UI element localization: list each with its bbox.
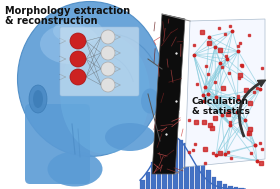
Bar	[201, 163, 205, 189]
Circle shape	[70, 33, 86, 49]
Circle shape	[101, 62, 115, 76]
Bar	[168, 141, 172, 189]
FancyArrowPatch shape	[239, 80, 265, 137]
Ellipse shape	[33, 90, 43, 108]
Ellipse shape	[40, 24, 100, 64]
Bar	[223, 184, 227, 189]
Circle shape	[70, 69, 86, 85]
Circle shape	[70, 51, 86, 67]
Bar	[140, 180, 144, 189]
Bar	[228, 186, 233, 189]
FancyBboxPatch shape	[25, 104, 90, 184]
Text: & statistics: & statistics	[192, 107, 250, 116]
Bar	[217, 181, 222, 189]
Ellipse shape	[105, 123, 155, 151]
Ellipse shape	[141, 88, 159, 114]
Text: Morphology extraction: Morphology extraction	[5, 6, 130, 16]
Bar	[162, 146, 167, 189]
Circle shape	[101, 46, 115, 60]
Ellipse shape	[17, 2, 162, 156]
Text: Calculation: Calculation	[192, 97, 249, 106]
Circle shape	[101, 78, 115, 92]
Bar	[234, 187, 239, 189]
Bar	[190, 148, 194, 189]
Bar	[184, 143, 189, 189]
Polygon shape	[152, 14, 185, 174]
Bar	[212, 177, 216, 189]
Bar	[239, 188, 244, 189]
Bar	[151, 162, 156, 189]
FancyBboxPatch shape	[60, 27, 139, 96]
Bar	[206, 170, 211, 189]
Ellipse shape	[29, 85, 47, 113]
Bar	[157, 154, 161, 189]
Bar	[179, 140, 183, 189]
Bar	[146, 172, 150, 189]
Ellipse shape	[53, 19, 103, 43]
Ellipse shape	[60, 34, 150, 154]
Text: & reconstruction: & reconstruction	[5, 16, 97, 26]
Bar	[195, 155, 200, 189]
Ellipse shape	[48, 152, 102, 187]
Polygon shape	[185, 19, 265, 167]
Circle shape	[101, 30, 115, 44]
Bar	[173, 138, 178, 189]
